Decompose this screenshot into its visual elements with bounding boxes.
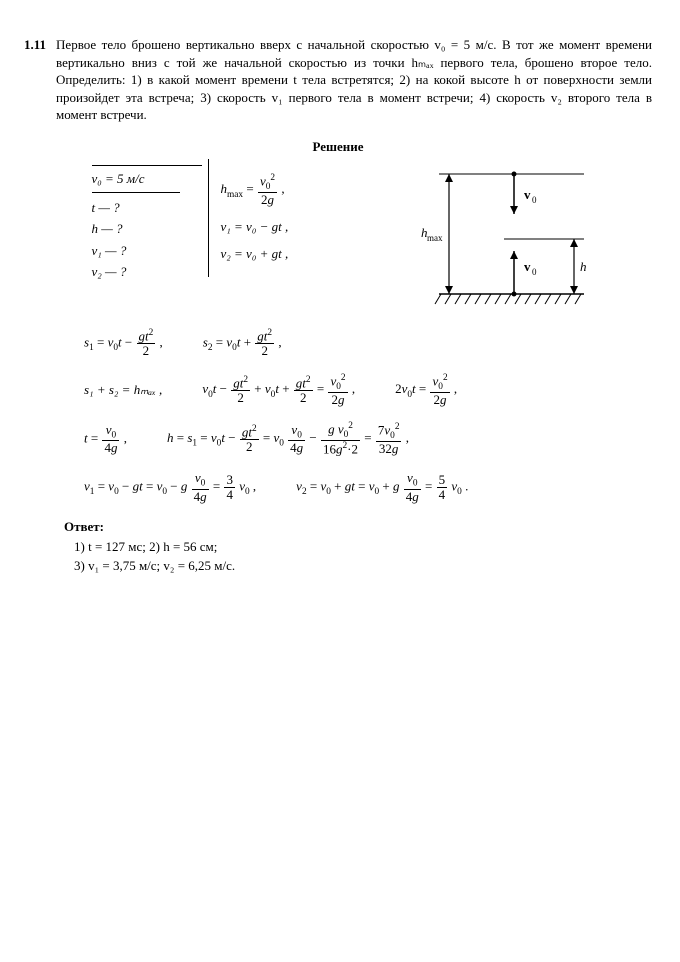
given-v0: v₀ = 5 м/с: [92, 165, 202, 188]
svg-text:max: max: [427, 233, 443, 243]
svg-text:v: v: [524, 259, 531, 274]
deriv-row-1: s1 = v0t − gt22 , s2 = v0t + gt22 ,: [84, 328, 652, 359]
svg-text:h: h: [580, 259, 587, 274]
problem-block: 1.11 Первое тело брошено вертикально вве…: [24, 36, 652, 124]
unknown-v2: v₂ — ?: [92, 263, 202, 281]
unknown-t: t — ?: [92, 199, 202, 217]
given-column: v₀ = 5 м/с t — ? h — ? v₁ — ? v₂ — ?: [88, 159, 208, 287]
derivation-block: s1 = v0t − gt22 , s2 = v0t + gt22 , s₁ +…: [84, 328, 652, 504]
unknown-v1: v₁ — ?: [92, 242, 202, 260]
deriv-row-2: s₁ + s₂ = hₘₐₓ , v0t − gt22 + v0t + gt22…: [84, 373, 652, 408]
answer-line-2: 3) v₁ = 3,75 м/с; v₂ = 6,25 м/с.: [74, 557, 652, 575]
eq-reduced: 2v0t = v022g ,: [395, 373, 457, 408]
formula-v2: v₂ = v₀ + gt ,: [221, 245, 371, 263]
deriv-row-3: t = v04g , h = s1 = v0t − gt22 = v0 v04g…: [84, 421, 652, 457]
eq-expand: v0t − gt22 + v0t + gt22 = v022g ,: [202, 373, 355, 408]
formula-hmax: hmax = v022g ,: [221, 173, 371, 208]
given-separator: [92, 192, 180, 193]
eq-v2-final: v2 = v0 + gt = v0 + g v04g = 54 v0 .: [296, 471, 468, 504]
formulas-column: hmax = v022g , v₁ = v₀ − gt , v₂ = v₀ + …: [208, 159, 379, 277]
eq-s2: s2 = v0t + gt22 ,: [203, 328, 282, 359]
solution-title: Решение: [24, 138, 652, 156]
diagram: h max v 0 v 0 h: [379, 159, 589, 314]
eq-s1s2: s₁ + s₂ = hₘₐₓ ,: [84, 381, 162, 399]
unknown-h: h — ?: [92, 220, 202, 238]
svg-text:0: 0: [532, 195, 537, 205]
problem-number: 1.11: [24, 36, 46, 54]
svg-text:v: v: [524, 187, 531, 202]
eq-v1-final: v1 = v0 − gt = v0 − g v04g = 34 v0 ,: [84, 471, 256, 504]
answer-block: Ответ: 1) t = 127 мс; 2) h = 56 см; 3) v…: [64, 518, 652, 575]
answer-line-1: 1) t = 127 мс; 2) h = 56 см;: [74, 538, 652, 556]
eq-s1: s1 = v0t − gt22 ,: [84, 328, 163, 359]
eq-t: t = v04g ,: [84, 423, 127, 456]
answer-title: Ответ:: [64, 518, 652, 536]
svg-text:0: 0: [532, 267, 537, 277]
solution-top-block: v₀ = 5 м/с t — ? h — ? v₁ — ? v₂ — ? hma…: [24, 159, 652, 314]
eq-h: h = s1 = v0t − gt22 = v0 v04g − g v0216g…: [167, 421, 409, 457]
formula-v1: v₁ = v₀ − gt ,: [221, 218, 371, 236]
problem-statement: Первое тело брошено вертикально вверх с …: [56, 36, 652, 124]
deriv-row-4: v1 = v0 − gt = v0 − g v04g = 34 v0 , v2 …: [84, 471, 652, 504]
